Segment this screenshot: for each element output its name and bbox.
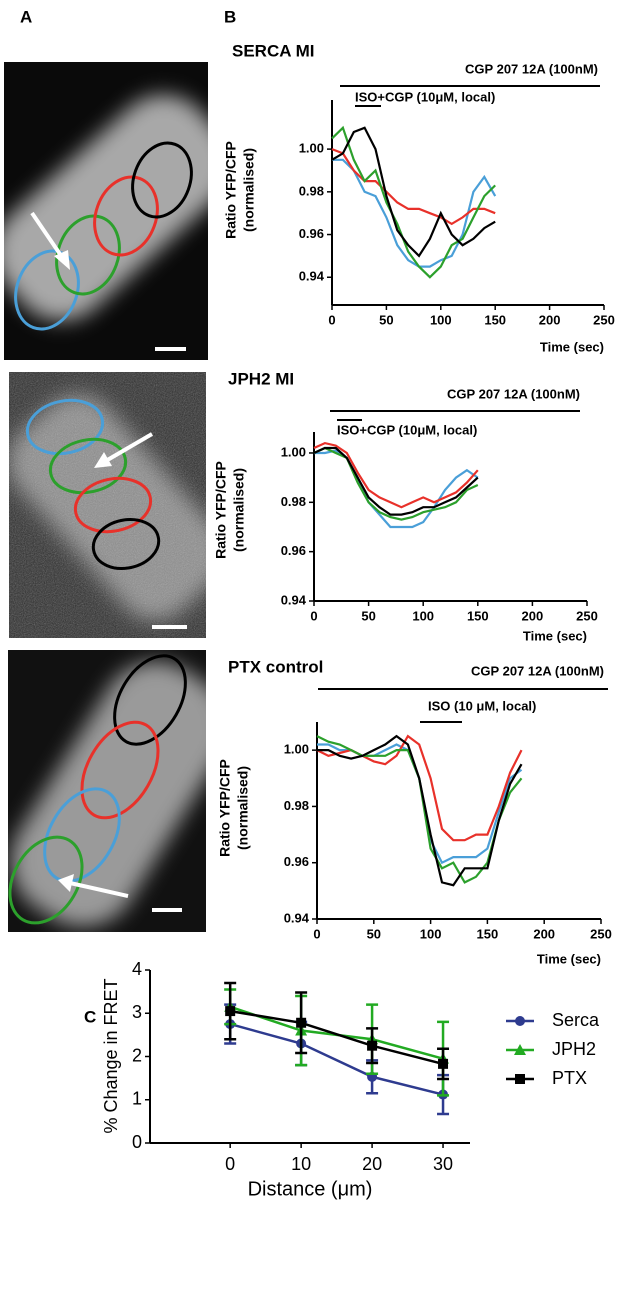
- x-tick-label: 100: [430, 312, 452, 327]
- x-tick-label: 150: [477, 926, 499, 941]
- y-tick-label: 1.00: [299, 141, 324, 156]
- annotation: ISO+CGP (10μM, local): [355, 89, 495, 104]
- y-axis-label: (normalised): [231, 468, 247, 552]
- marker: [225, 1006, 236, 1017]
- micrograph: [8, 650, 206, 932]
- line-series: [313, 441, 479, 509]
- line-series: [229, 1022, 444, 1096]
- annotation: CGP 207 12A (100nM): [447, 386, 580, 401]
- x-tick-label: 150: [467, 608, 489, 623]
- marker: [296, 1017, 307, 1028]
- annotation: ISO+CGP (10μM, local): [337, 422, 477, 437]
- x-tick-label: 200: [539, 312, 561, 327]
- annotation: CGP 207 12A (100nM): [471, 663, 604, 678]
- x-tick-label: 0: [313, 926, 320, 941]
- x-tick-label: 200: [522, 608, 544, 623]
- x-tick-label: 50: [379, 312, 393, 327]
- marker: [367, 1040, 378, 1051]
- x-tick-label: 200: [533, 926, 555, 941]
- line-series: [331, 148, 496, 226]
- x-tick-label: 0: [328, 312, 335, 327]
- chart-title: SERCA MI: [232, 41, 315, 60]
- y-tick-label: 0.96: [284, 854, 309, 869]
- line-series: [317, 743, 523, 865]
- marker: [515, 1074, 525, 1084]
- x-axis-label: Time (sec): [537, 951, 601, 966]
- chart-title: JPH2 MI: [228, 369, 294, 388]
- marker: [515, 1016, 525, 1026]
- x-tick-label: 50: [367, 926, 381, 941]
- y-axis-label: (normalised): [235, 766, 251, 850]
- y-tick-label: 0: [132, 1132, 142, 1152]
- x-tick-label: 250: [576, 608, 598, 623]
- marker: [514, 1044, 526, 1055]
- x-tick-label: 100: [412, 608, 434, 623]
- x-tick-label: 10: [291, 1154, 311, 1174]
- line-series: [331, 125, 496, 279]
- panel-label: C: [84, 1007, 96, 1026]
- x-axis-label: Distance (μm): [248, 1178, 373, 1200]
- y-tick-label: 0.94: [281, 592, 307, 607]
- marker: [438, 1058, 449, 1069]
- y-tick-label: 0.96: [281, 543, 306, 558]
- x-tick-label: 150: [484, 312, 506, 327]
- y-axis-label: Ratio YFP/CFP: [223, 141, 239, 239]
- line-series: [229, 1009, 444, 1066]
- y-tick-label: 1: [132, 1089, 142, 1109]
- chart-title: PTX control: [228, 657, 323, 676]
- panel-label: B: [224, 7, 236, 26]
- line-series: [316, 734, 523, 842]
- y-tick-label: 4: [132, 959, 142, 979]
- y-tick-label: 3: [132, 1002, 142, 1022]
- y-tick-label: 0.96: [299, 226, 324, 241]
- y-tick-label: 2: [132, 1045, 142, 1065]
- x-tick-label: 250: [593, 312, 615, 327]
- y-tick-label: 0.98: [299, 183, 324, 198]
- x-tick-label: 0: [310, 608, 317, 623]
- y-tick-label: 0.94: [284, 910, 310, 925]
- y-tick-label: 0.94: [299, 269, 325, 284]
- micrograph: [9, 372, 206, 638]
- legend-label: JPH2: [552, 1039, 596, 1059]
- y-axis-label: % Change in FRET: [101, 978, 121, 1133]
- micrograph: [4, 62, 208, 360]
- annotation: ISO (10 μM, local): [428, 698, 536, 713]
- legend-label: Serca: [552, 1010, 600, 1030]
- x-axis-label: Time (sec): [523, 628, 587, 643]
- y-axis-label: Ratio YFP/CFP: [217, 759, 233, 857]
- x-tick-label: 20: [362, 1154, 382, 1174]
- panel-label: A: [20, 7, 32, 26]
- line-series: [317, 734, 523, 887]
- legend-label: PTX: [552, 1068, 587, 1088]
- x-axis-label: Time (sec): [540, 339, 604, 354]
- y-tick-label: 0.98: [281, 494, 306, 509]
- line-series: [331, 126, 496, 258]
- annotation: CGP 207 12A (100nM): [465, 61, 598, 76]
- line-series: [313, 446, 479, 521]
- x-tick-label: 30: [433, 1154, 453, 1174]
- line-series: [313, 446, 479, 516]
- y-axis-label: Ratio YFP/CFP: [213, 461, 229, 559]
- y-tick-label: 1.00: [281, 444, 306, 459]
- x-tick-label: 100: [420, 926, 442, 941]
- y-tick-label: 1.00: [284, 742, 309, 757]
- y-axis-label: (normalised): [241, 148, 257, 232]
- y-tick-label: 0.98: [284, 798, 309, 813]
- x-tick-label: 50: [361, 608, 375, 623]
- x-tick-label: 0: [225, 1154, 235, 1174]
- x-tick-label: 250: [590, 926, 612, 941]
